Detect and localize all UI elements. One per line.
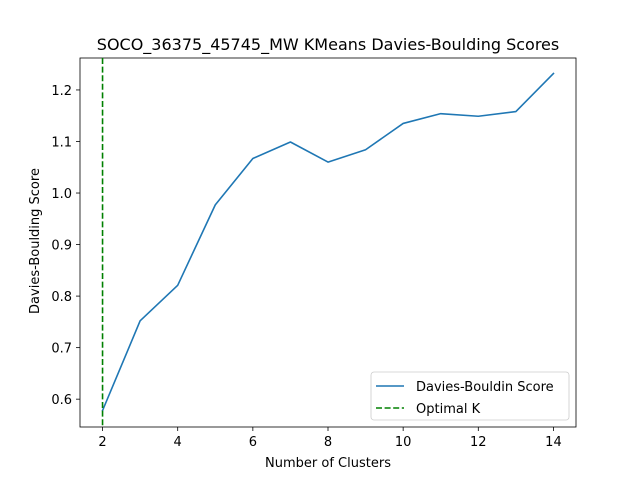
- y-axis-label: Davies-Boulding Score: [28, 168, 43, 314]
- legend-label: Davies-Bouldin Score: [416, 380, 554, 395]
- y-tick-label: 0.9: [51, 239, 72, 254]
- y-tick-label: 1.1: [51, 135, 72, 150]
- chart-title: SOCO_36375_45745_MW KMeans Davies-Bouldi…: [97, 35, 559, 55]
- x-tick-label: 4: [174, 435, 182, 450]
- x-tick-label: 10: [395, 435, 412, 450]
- y-tick-label: 0.7: [51, 342, 72, 357]
- x-tick-label: 8: [324, 435, 332, 450]
- x-tick-label: 2: [98, 435, 106, 450]
- y-tick-label: 1.2: [51, 84, 72, 99]
- x-axis-label: Number of Clusters: [265, 456, 391, 471]
- series-line: [103, 73, 554, 410]
- x-tick-label: 6: [249, 435, 257, 450]
- y-axis-ticks: 0.6 0.7 0.8 0.9 1.0 1.1 1.2: [51, 84, 80, 408]
- x-axis-ticks: 2 4 6 8 10 12 14: [98, 427, 561, 450]
- legend: Davies-Bouldin Score Optimal K: [371, 372, 569, 420]
- x-tick-label: 14: [545, 435, 562, 450]
- y-tick-label: 0.8: [51, 290, 72, 305]
- y-tick-label: 1.0: [51, 187, 72, 202]
- x-tick-label: 12: [470, 435, 487, 450]
- legend-label: Optimal K: [416, 402, 481, 417]
- y-tick-label: 0.6: [51, 393, 72, 408]
